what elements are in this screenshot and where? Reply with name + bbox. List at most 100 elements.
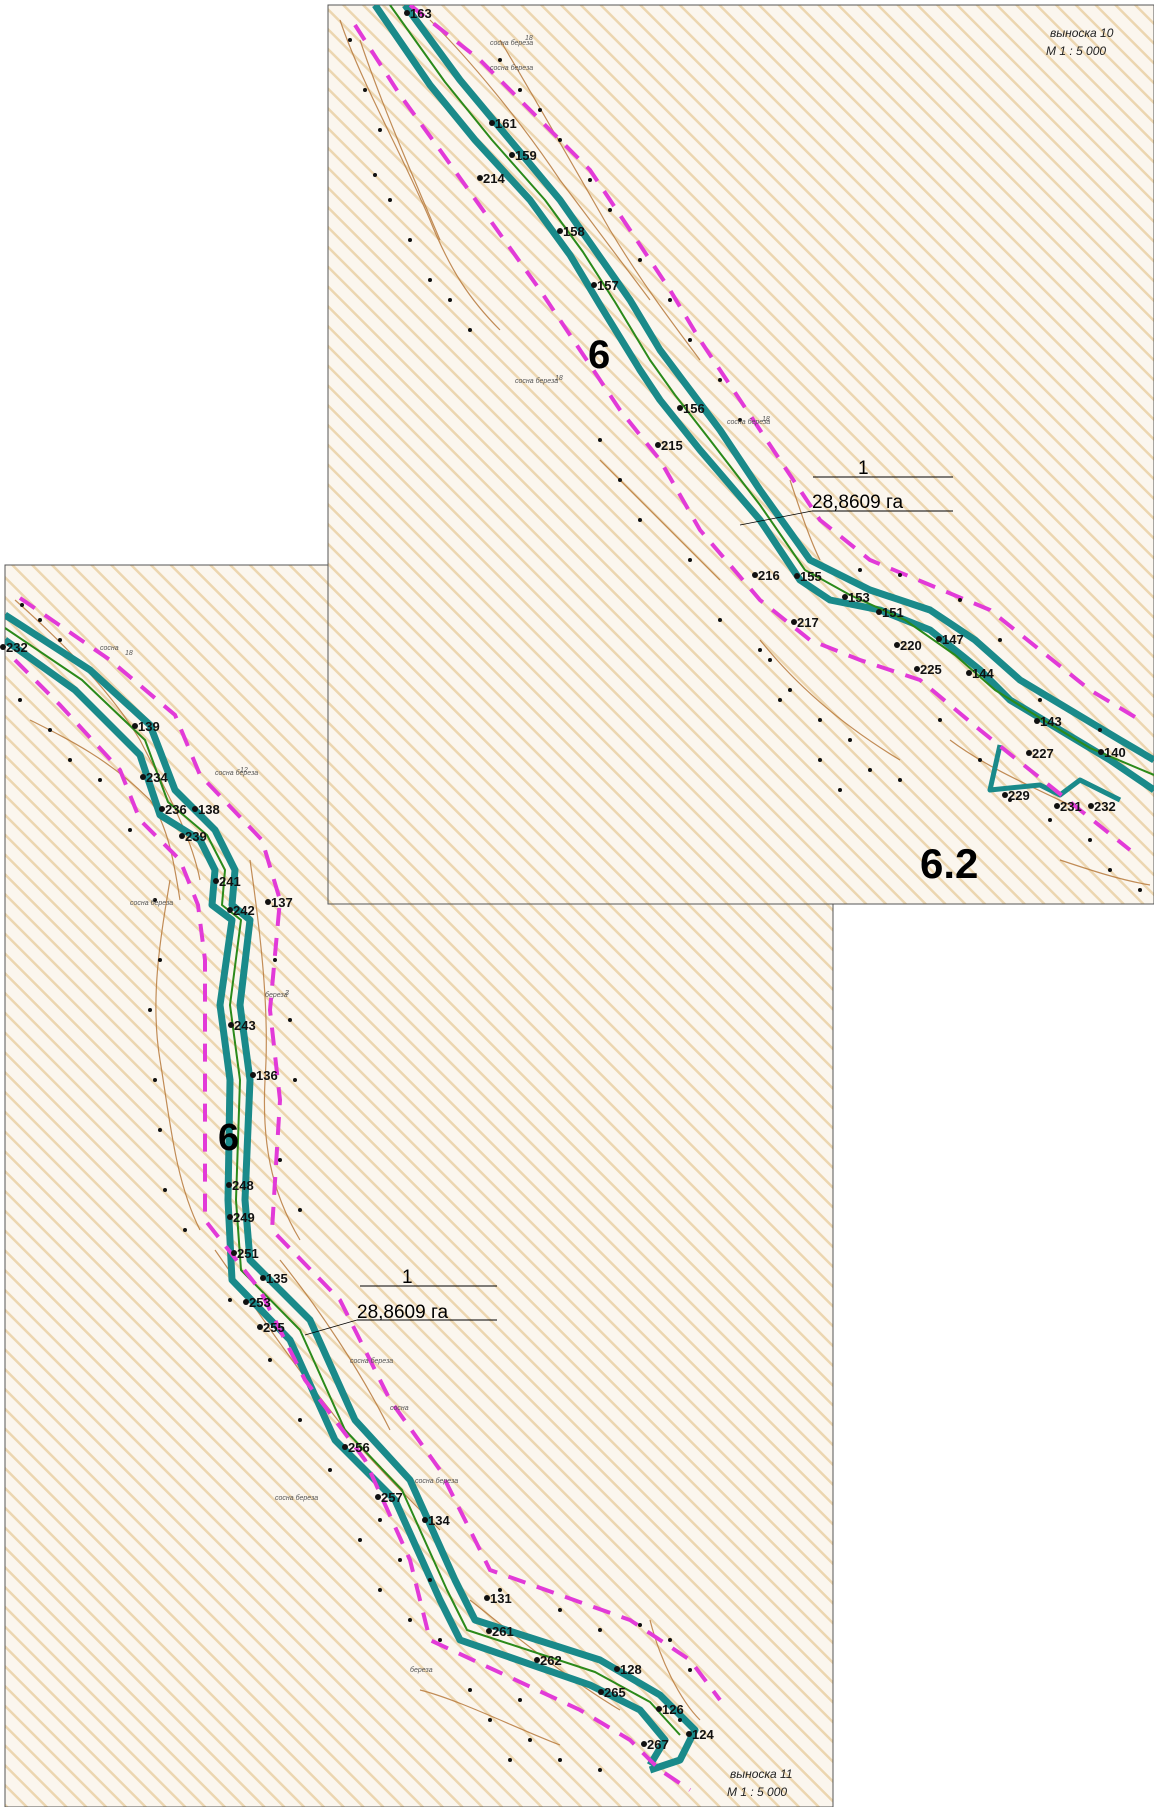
vertex-marker [0,644,6,650]
vertex-marker [614,1666,620,1672]
point-label: 239 [185,829,207,844]
vertex-marker [894,642,900,648]
vertex-marker [752,572,758,578]
point-label: 143 [1040,714,1062,729]
vertex-marker [132,723,138,729]
veg-note: сосна береза [490,64,533,72]
vertex-marker [914,666,920,672]
parcel-leader-line [304,1319,358,1336]
vertex-marker [1034,718,1040,724]
point-label: 227 [1032,746,1054,761]
lower-survey-dots [18,603,692,1772]
point-label: 124 [692,1727,714,1742]
parcel-leader-line [739,510,813,526]
vertex-marker [591,282,597,288]
vertex-marker [140,774,146,780]
subzone-label: 6.2 [920,840,978,887]
veg-note: сосна береза [130,899,173,907]
vertex-marker [656,1706,662,1712]
point-label: 161 [495,116,517,131]
veg-note: сосна [100,645,119,652]
zone-number-lower: 6 [218,1117,239,1159]
vertex-marker [677,405,683,411]
vertex-marker [404,10,410,16]
point-label: 214 [483,171,505,186]
vertex-marker [534,1657,540,1663]
point-label: 243 [234,1018,256,1033]
point-label: 251 [237,1246,259,1261]
point-label: 151 [882,605,904,620]
vertex-marker [227,907,233,913]
upper-dash-boundary [353,5,1142,852]
vertex-marker [655,442,661,448]
point-label: 225 [920,662,942,677]
vertex-marker [791,619,797,625]
frame-scale-lower: М 1 : 5 000 [727,1785,787,1799]
point-label: 153 [848,590,870,605]
point-label: 255 [263,1320,285,1335]
vertex-marker [159,806,165,812]
point-label: 157 [597,278,619,293]
veg-note: сосна береза [727,418,770,426]
upper-frame: сосна береза 18 сосна береза сосна берез… [327,4,1154,905]
parcel-label-lower: 1 28,8609 га [304,1267,497,1336]
vertex-marker [179,833,185,839]
vertex-marker [265,899,271,905]
veg-note: сосна береза [415,1477,458,1485]
point-label: 216 [758,568,780,583]
vertex-marker [486,1628,492,1634]
vertex-marker [1002,792,1008,798]
veg-note: 18 [125,650,133,657]
vertex-marker [794,573,800,579]
veg-note: 3 [285,990,289,997]
vertex-marker [422,1517,428,1523]
vertex-marker [213,878,219,884]
upper-contours [339,19,1151,886]
point-label: 131 [490,1591,512,1606]
point-label: 137 [271,895,293,910]
veg-note: 18 [762,416,770,423]
point-label: 147 [942,632,964,647]
vertex-marker [598,1689,604,1695]
upper-veg-notes: сосна береза 18 сосна береза сосна берез… [490,35,770,426]
frame-title-upper: выноска 10 [1050,26,1114,40]
veg-note: сосна [390,1405,409,1412]
point-label: 158 [563,224,585,239]
point-label: 262 [540,1653,562,1668]
parcel-number: 1 [858,458,869,479]
point-label: 253 [249,1295,271,1310]
point-label: 217 [797,615,819,630]
point-label: 261 [492,1624,514,1639]
veg-note: 18 [525,35,533,42]
vertex-marker [226,1182,232,1188]
frame-scale-upper: М 1 : 5 000 [1046,44,1106,58]
vertex-marker [1054,803,1060,809]
point-label: 236 [165,802,187,817]
vertex-marker [375,1494,381,1500]
vertex-marker [477,175,483,181]
veg-note: 18 [555,375,563,382]
vertex-marker [257,1324,263,1330]
point-label: 215 [661,438,683,453]
point-label: 232 [6,640,28,655]
vertex-marker [686,1731,692,1737]
point-label: 163 [410,6,432,21]
point-label: 267 [647,1737,669,1752]
point-label: 135 [266,1271,288,1286]
veg-note: сосна береза [515,377,558,385]
veg-note: сосна береза [275,1494,318,1502]
frame-title-lower: выноска 11 [730,1767,793,1781]
vertex-marker [489,120,495,126]
point-label: 126 [662,1702,684,1717]
vertex-marker [227,1214,233,1220]
point-label: 265 [604,1685,626,1700]
parcel-label-upper: 1 28,8609 га [739,458,953,526]
vertex-marker [641,1741,647,1747]
point-label: 232 [1094,799,1116,814]
point-label: 231 [1060,799,1082,814]
point-label: 241 [219,874,241,889]
point-label: 134 [428,1513,450,1528]
point-label: 155 [800,569,822,584]
point-label: 234 [146,770,168,785]
